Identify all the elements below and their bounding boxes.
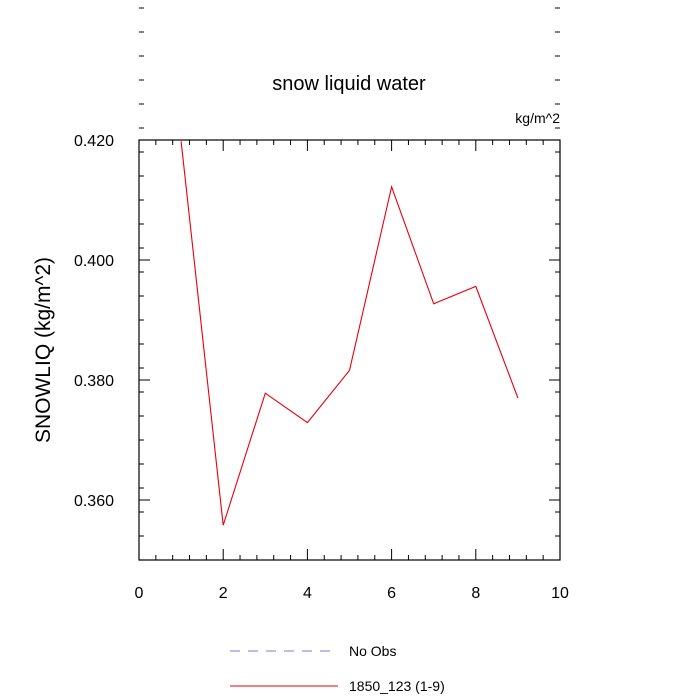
x-tick-label: 10 [551,585,569,602]
x-tick-label: 2 [219,585,228,602]
y-tick-label: 0.360 [74,493,114,510]
y-tick-label: 0.420 [74,133,114,150]
plot-frame [138,139,561,561]
series-line [180,141,519,526]
x-tick-label: 6 [387,585,396,602]
series-layer [180,141,519,526]
legend: No Obs 1850_123 (1-9) [230,643,445,694]
units-label: kg/m^2 [515,110,560,126]
x-tick-label: 4 [303,585,312,602]
y-tick-label: 0.380 [74,373,114,390]
x-tick-label: 0 [135,585,144,602]
x-tick-label: 8 [471,585,480,602]
legend-label: No Obs [349,643,396,659]
y-axis-label: SNOWLIQ (kg/m^2) [32,257,55,443]
axis-ticks: 0 2 4 6 8 10 0.360 0.380 0.400 0.420 [74,7,569,602]
y-tick-label: 0.400 [74,253,114,270]
legend-label: 1850_123 (1-9) [349,678,445,694]
chart-title: snow liquid water [272,73,426,95]
